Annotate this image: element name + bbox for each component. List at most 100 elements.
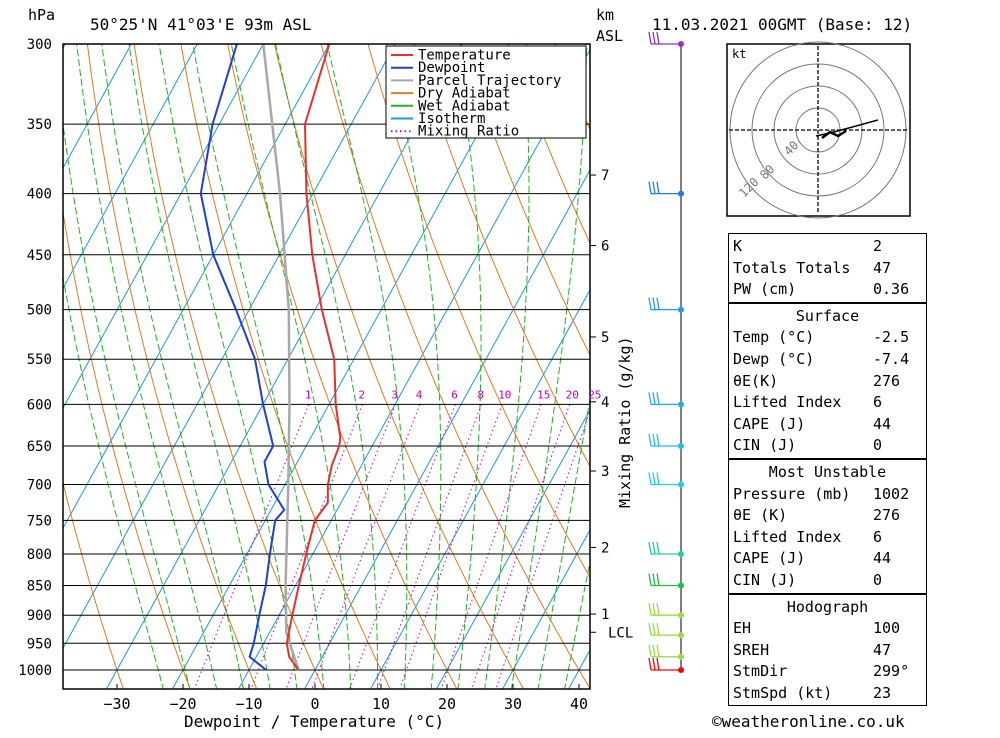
mixing-ratio-label: 15: [537, 388, 550, 401]
index-label: θE(K): [733, 371, 873, 393]
hpa-label: hPa: [28, 6, 55, 24]
wind-barb-flag: [657, 542, 659, 554]
index-label: Dewp (°C): [733, 349, 873, 371]
mixing-ratio-label: 4: [416, 388, 423, 401]
wind-barb-flag: [657, 603, 659, 615]
x-tick-label: −10: [235, 695, 262, 713]
mixing-ratio-label: 25: [588, 388, 601, 401]
mixing-ratio-axis-label: Mixing Ratio (g/kg): [616, 336, 634, 508]
wind-barb-flag: [657, 298, 659, 310]
index-row: θE (K)276: [733, 505, 922, 527]
wind-barb-flag: [657, 392, 659, 404]
isotherm-line: [0, 0, 381, 700]
x-axis-label: Dewpoint / Temperature (°C): [184, 712, 444, 731]
wind-barb-flag: [649, 645, 651, 657]
wind-barb-flag: [653, 603, 655, 615]
index-label: Temp (°C): [733, 327, 873, 349]
index-row: CIN (J)0: [733, 435, 922, 457]
wind-barb-flag: [657, 473, 659, 485]
hodograph-unit: kt: [732, 47, 746, 61]
wind-barb: [649, 298, 684, 313]
index-row: Dewp (°C)-7.4: [733, 349, 922, 371]
dry-adiabat-line: [965, 0, 1000, 700]
index-label: SREH: [733, 640, 873, 662]
pressure-tick-label: 350: [27, 117, 52, 133]
km-tick-label: 3: [601, 464, 609, 480]
index-label: PW (cm): [733, 279, 873, 301]
x-tick-label: −20: [169, 695, 196, 713]
index-value: 1002: [873, 484, 909, 506]
datetime-title: 11.03.2021 00GMT (Base: 12): [652, 15, 912, 34]
index-row: CAPE (J)44: [733, 548, 922, 570]
index-label: CIN (J): [733, 435, 873, 457]
wet-adiabat-line: [67, 0, 219, 700]
x-tick-label: 10: [372, 695, 390, 713]
wet-adiabat-line: [91, 0, 245, 700]
km-tick-label: 5: [601, 330, 609, 346]
wind-barb-flag: [649, 32, 651, 44]
index-label: K: [733, 236, 873, 258]
index-label: CAPE (J): [733, 548, 873, 570]
wind-barb: [649, 182, 684, 197]
parcel-trajectory-profile: [263, 44, 298, 670]
mixing-ratio-label: 1: [305, 388, 312, 401]
mixing-ratio-label: 8: [477, 388, 484, 401]
mixing-ratio-line: [374, 404, 482, 700]
wind-barb-flag: [653, 182, 655, 194]
km-tick-label: 4: [601, 395, 609, 411]
asl-label: ASL: [596, 27, 623, 45]
wind-barb-flag: [649, 392, 651, 404]
wind-barb-flag: [649, 473, 651, 485]
index-label: Totals Totals: [733, 258, 873, 280]
index-row: CIN (J)0: [733, 570, 922, 592]
index-value: 44: [873, 414, 891, 436]
index-label: Pressure (mb): [733, 484, 873, 506]
isotherm-line: [0, 0, 249, 700]
index-value: 276: [873, 505, 900, 527]
wind-barb: [649, 603, 684, 618]
wind-barb: [649, 434, 684, 449]
index-value: 23: [873, 683, 891, 705]
index-label: StmDir: [733, 661, 873, 683]
wet-adiabat-line: [146, 0, 299, 700]
index-value: 0.36: [873, 279, 909, 301]
wind-barb-flag: [649, 434, 651, 446]
mixing-ratio-label: 2: [358, 388, 365, 401]
index-label: CIN (J): [733, 570, 873, 592]
wind-barb-flag: [649, 658, 651, 670]
copyright: ©weatheronline.co.uk: [712, 712, 905, 731]
pressure-tick-label: 950: [27, 636, 52, 652]
wind-barb-flag: [657, 574, 659, 586]
pressure-tick-label: 700: [27, 478, 52, 494]
indices-surface-title: Surface: [733, 306, 922, 328]
mixing-ratio-line: [308, 404, 420, 700]
wind-barb-flag: [653, 473, 655, 485]
index-value: 276: [873, 371, 900, 393]
km-tick-label: 1: [601, 607, 609, 623]
wind-barb-flag: [649, 623, 651, 635]
pressure-tick-label: 800: [27, 547, 52, 563]
wind-barb: [649, 658, 684, 673]
x-tick-label: 40: [570, 695, 588, 713]
index-value: 2: [873, 236, 882, 258]
mixing-ratio-label: 20: [566, 388, 579, 401]
km-tick-label: 2: [601, 540, 609, 556]
pressure-tick-label: 900: [27, 608, 52, 624]
dry-adiabat-line: [0, 0, 60, 700]
index-value: 6: [873, 527, 882, 549]
index-label: Lifted Index: [733, 392, 873, 414]
wind-barb-flag: [653, 434, 655, 446]
wind-barb-flag: [649, 603, 651, 615]
index-value: 100: [873, 618, 900, 640]
